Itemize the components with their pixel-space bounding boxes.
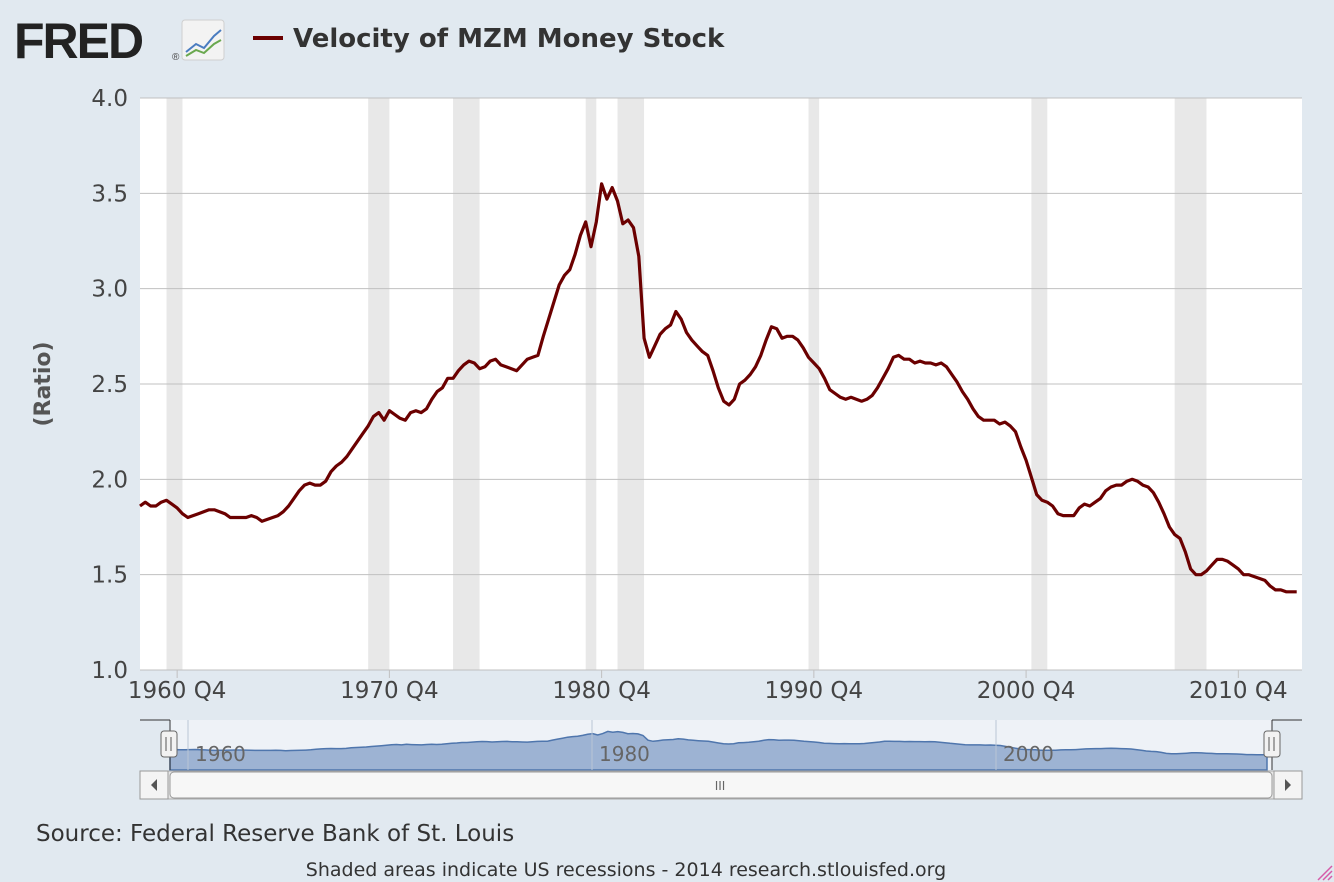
y-axis-ticks: 1.0 1.5 2.0 2.5 3.0 3.5 4.0 — [91, 86, 128, 684]
x-tick-label: 1990 Q4 — [765, 678, 864, 704]
y-tick-label: 3.5 — [91, 181, 128, 207]
series-line — [139, 182, 1297, 594]
y-tick-label: 2.5 — [91, 372, 128, 398]
navigator-year-label: 1960 — [195, 742, 246, 766]
registered-mark: ® — [172, 52, 180, 63]
navigator-handle-right[interactable] — [1263, 730, 1281, 758]
arrow-left-icon — [151, 779, 157, 791]
navigator-labels: 1960 1980 2000 — [187, 720, 1054, 770]
chart-title: Velocity of MZM Money Stock — [293, 24, 725, 54]
navigator-year-label: 2000 — [1003, 742, 1054, 766]
scrollbar-thumb[interactable] — [169, 771, 1273, 799]
x-tick-label: 1980 Q4 — [552, 678, 651, 704]
fred-logo[interactable]: FRED ® — [14, 13, 225, 69]
y-tick-label: 3.0 — [91, 277, 128, 303]
source-text: Source: Federal Reserve Bank of St. Loui… — [36, 821, 514, 847]
x-tick-label: 1970 Q4 — [340, 678, 439, 704]
scroll-left-button[interactable] — [139, 770, 169, 800]
y-tick-label: 1.5 — [91, 563, 128, 589]
navigator-series-area — [169, 730, 1268, 771]
arrow-right-icon — [1285, 779, 1291, 791]
legend: Velocity of MZM Money Stock — [253, 24, 725, 54]
fred-logo-text: FRED — [14, 13, 143, 69]
scroll-right-button[interactable] — [1273, 770, 1303, 800]
fred-graph-icon — [181, 19, 225, 61]
recession-note: Shaded areas indicate US recessions - 20… — [306, 859, 946, 881]
x-tick-label: 2010 Q4 — [1189, 678, 1288, 704]
scrollbar[interactable]: III — [139, 770, 1303, 800]
y-tick-label: 4.0 — [91, 86, 128, 112]
scrollbar-grip-icon: III — [715, 779, 726, 793]
y-tick-label: 2.0 — [91, 467, 128, 493]
x-tick-label: 1960 Q4 — [128, 678, 227, 704]
resize-grip-icon[interactable] — [1317, 865, 1333, 881]
navigator-handle-left[interactable] — [160, 730, 178, 758]
x-axis-ticks: 1960 Q4 1970 Q4 1980 Q4 1990 Q4 2000 Q4 2010 … — [128, 670, 1288, 704]
y-tick-label: 1.0 — [91, 658, 128, 684]
x-tick-label: 2000 Q4 — [977, 678, 1076, 704]
y-axis-label: (Ratio) — [31, 341, 56, 426]
navigator[interactable]: 1960 1980 2000 — [140, 719, 1302, 771]
navigator-year-label: 1980 — [599, 742, 650, 766]
